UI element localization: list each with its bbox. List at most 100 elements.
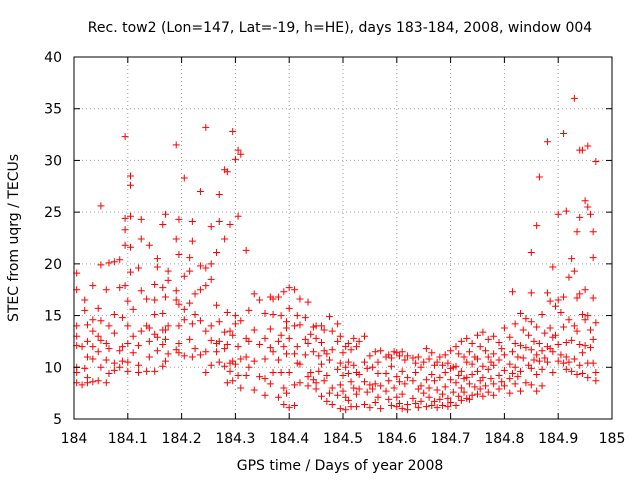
data-point xyxy=(191,290,199,298)
data-point xyxy=(161,293,169,301)
data-point xyxy=(97,317,105,325)
y-tick-label: 40 xyxy=(44,50,62,66)
data-point xyxy=(560,293,568,301)
data-point xyxy=(560,359,568,367)
data-point xyxy=(161,357,169,365)
data-point xyxy=(215,191,223,199)
x-tick-label: 184.5 xyxy=(323,431,363,447)
data-point xyxy=(102,356,110,364)
data-point xyxy=(274,293,282,301)
data-point xyxy=(344,369,352,377)
data-point xyxy=(490,350,498,358)
data-point xyxy=(89,378,97,386)
data-point xyxy=(484,335,492,343)
data-point xyxy=(401,380,409,388)
data-point xyxy=(159,341,167,349)
data-point xyxy=(541,329,549,337)
data-point xyxy=(269,368,277,376)
data-point xyxy=(89,282,97,290)
data-point xyxy=(261,375,269,383)
data-point xyxy=(404,374,412,382)
data-point xyxy=(229,331,237,339)
data-point xyxy=(538,382,546,390)
data-point xyxy=(175,349,183,357)
x-tick-label: 184.9 xyxy=(538,431,578,447)
data-point xyxy=(202,123,210,131)
data-point xyxy=(159,362,167,370)
data-point xyxy=(186,299,194,307)
data-point xyxy=(237,317,245,325)
data-point xyxy=(527,381,535,389)
data-point xyxy=(83,337,91,345)
data-point xyxy=(573,294,581,302)
data-point xyxy=(398,348,406,356)
data-point xyxy=(398,390,406,398)
data-point xyxy=(94,332,102,340)
y-tick-label: 20 xyxy=(44,257,62,273)
data-point xyxy=(242,353,250,361)
data-point xyxy=(293,312,301,320)
data-point xyxy=(126,181,134,189)
data-point xyxy=(530,356,538,364)
data-point xyxy=(277,312,285,320)
data-point xyxy=(180,305,188,313)
data-point xyxy=(543,289,551,297)
data-point xyxy=(479,374,487,382)
data-point xyxy=(490,380,498,388)
data-point xyxy=(519,354,527,362)
data-point xyxy=(188,237,196,245)
data-point xyxy=(395,399,403,407)
data-point xyxy=(517,310,525,318)
data-point xyxy=(269,295,277,303)
data-point xyxy=(124,297,132,305)
data-point xyxy=(517,342,525,350)
data-point xyxy=(511,339,519,347)
data-point xyxy=(487,375,495,383)
data-point xyxy=(328,327,336,335)
data-point xyxy=(387,354,395,362)
data-point xyxy=(269,311,277,319)
data-point xyxy=(339,387,347,395)
data-point xyxy=(409,394,417,402)
data-point xyxy=(436,395,444,403)
data-point xyxy=(221,345,229,353)
data-point xyxy=(164,276,172,284)
data-point xyxy=(110,258,118,266)
data-point xyxy=(495,356,503,364)
data-point xyxy=(296,295,304,303)
data-point xyxy=(463,358,471,366)
data-point xyxy=(404,406,412,414)
data-point xyxy=(527,364,535,372)
x-tick-label: 184.7 xyxy=(431,431,471,447)
data-point xyxy=(320,377,328,385)
data-point xyxy=(417,382,425,390)
data-point xyxy=(221,328,229,336)
data-point xyxy=(417,397,425,405)
data-point xyxy=(285,284,293,292)
x-tick-label: 184 xyxy=(61,431,88,447)
data-point xyxy=(522,315,530,323)
data-point xyxy=(261,355,269,363)
data-point xyxy=(285,334,293,342)
data-point xyxy=(530,337,538,345)
data-point xyxy=(350,334,358,342)
data-point xyxy=(186,267,194,275)
data-point xyxy=(164,350,172,358)
data-point xyxy=(326,356,334,364)
data-point xyxy=(452,402,460,410)
data-point xyxy=(420,358,428,366)
data-point xyxy=(215,217,223,225)
data-point xyxy=(452,362,460,370)
data-point xyxy=(124,322,132,330)
data-point xyxy=(161,335,169,343)
data-point xyxy=(105,369,113,377)
data-point xyxy=(105,322,113,330)
data-point xyxy=(153,263,161,271)
data-point xyxy=(398,405,406,413)
data-point xyxy=(143,295,151,303)
data-point xyxy=(180,272,188,280)
data-point xyxy=(422,345,430,353)
data-point xyxy=(145,324,153,332)
data-point xyxy=(554,296,562,304)
data-point xyxy=(420,389,428,397)
